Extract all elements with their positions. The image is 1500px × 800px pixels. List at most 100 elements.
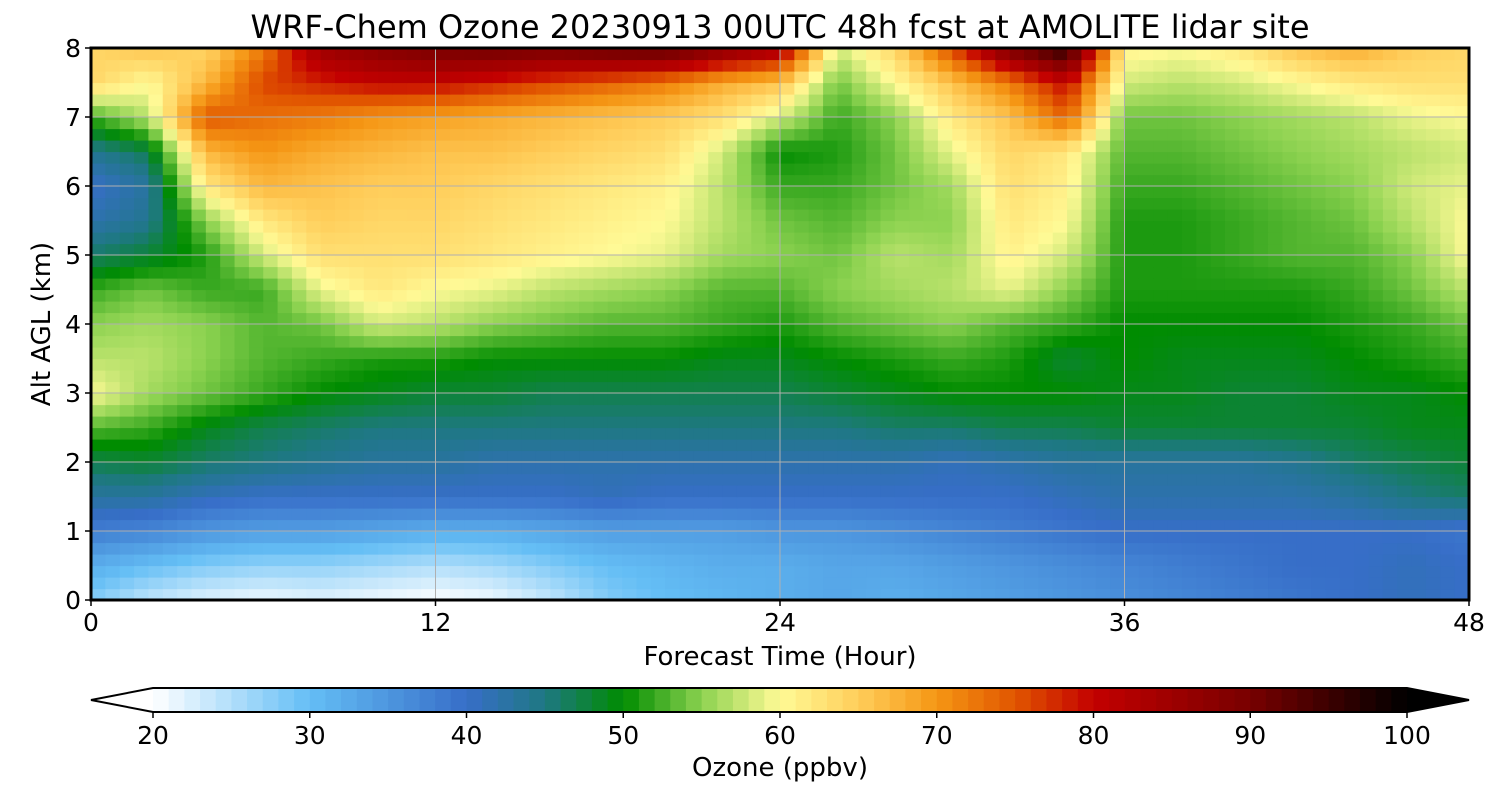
heatmap-cell <box>837 393 853 406</box>
heatmap-cell <box>464 485 480 498</box>
heatmap-cell <box>1354 48 1370 61</box>
colorbar-segment <box>560 688 577 712</box>
heatmap-cell <box>1296 209 1312 222</box>
heatmap-cell <box>866 266 882 279</box>
heatmap-cell <box>320 462 336 475</box>
heatmap-cell <box>708 266 724 279</box>
heatmap-cell <box>406 186 422 199</box>
heatmap-cell <box>335 174 350 187</box>
heatmap-cell <box>1282 59 1298 72</box>
heatmap-cell <box>636 565 652 578</box>
heatmap-cell <box>134 312 150 325</box>
heatmap-cell <box>177 381 193 394</box>
heatmap-cell <box>1024 324 1039 337</box>
heatmap-cell <box>1024 94 1039 107</box>
heatmap-cell <box>894 381 910 394</box>
heatmap-cell <box>665 301 681 314</box>
heatmap-cell <box>665 197 681 210</box>
heatmap-cell <box>263 577 279 590</box>
heatmap-cell <box>291 197 307 210</box>
heatmap-cell <box>1296 186 1312 199</box>
heatmap-cell <box>693 427 709 440</box>
heatmap-cell <box>980 243 996 256</box>
heatmap-cell <box>780 71 795 84</box>
heatmap-cell <box>909 335 925 348</box>
heatmap-cell <box>306 439 322 452</box>
heatmap-cell <box>894 186 910 199</box>
heatmap-cell <box>1038 71 1054 84</box>
heatmap-cell <box>1425 197 1441 210</box>
heatmap-cell <box>535 197 551 210</box>
heatmap-cell <box>823 335 839 348</box>
colorbar-segment <box>435 688 452 712</box>
heatmap-cell <box>794 48 810 61</box>
heatmap-cell <box>622 243 638 256</box>
heatmap-cell <box>1296 473 1312 486</box>
heatmap-cell <box>866 531 882 544</box>
heatmap-cell <box>851 209 867 222</box>
heatmap-cell <box>736 519 752 532</box>
heatmap-cell <box>564 542 580 555</box>
heatmap-cell <box>1311 347 1327 360</box>
heatmap-cell <box>679 186 695 199</box>
heatmap-cell <box>263 197 279 210</box>
heatmap-cell <box>1067 496 1083 509</box>
heatmap-cell <box>263 324 279 337</box>
heatmap-cell <box>119 163 135 176</box>
heatmap-cell <box>1339 71 1355 84</box>
heatmap-cell <box>392 266 408 279</box>
heatmap-cell <box>708 151 724 164</box>
colorbar-segment <box>1124 688 1142 712</box>
heatmap-cell <box>708 462 724 475</box>
heatmap-cell <box>579 335 594 348</box>
heatmap-cell <box>607 163 623 176</box>
heatmap-cell <box>1224 117 1240 130</box>
heatmap-cell <box>1397 59 1413 72</box>
heatmap-cell <box>550 577 566 590</box>
heatmap-cell <box>277 163 293 176</box>
heatmap-cell <box>91 105 106 118</box>
heatmap-cell <box>306 554 322 567</box>
heatmap-cell <box>234 439 250 452</box>
heatmap-cell <box>966 186 982 199</box>
heatmap-cell <box>751 427 767 440</box>
heatmap-cell <box>1153 255 1169 268</box>
heatmap-cell <box>1253 140 1269 153</box>
heatmap-cell <box>1081 48 1097 61</box>
heatmap-cell <box>679 232 695 245</box>
heatmap-cell <box>708 554 724 567</box>
heatmap-cell <box>464 439 480 452</box>
heatmap-cell <box>1138 186 1154 199</box>
heatmap-cell <box>622 508 638 521</box>
heatmap-cell <box>1440 531 1456 544</box>
heatmap-cell <box>291 278 307 291</box>
heatmap-cell <box>507 565 523 578</box>
heatmap-cell <box>421 128 437 141</box>
heatmap-cell <box>91 358 106 371</box>
heatmap-cell <box>248 71 264 84</box>
heatmap-cell <box>1239 128 1255 141</box>
heatmap-cell <box>306 588 322 600</box>
heatmap-cell <box>1368 358 1384 371</box>
heatmap-cell <box>693 462 709 475</box>
heatmap-cell <box>995 554 1011 567</box>
heatmap-cell <box>693 94 709 107</box>
heatmap-cell <box>1325 140 1341 153</box>
heatmap-cell <box>808 473 824 486</box>
heatmap-cell <box>306 370 322 383</box>
heatmap-cell <box>363 220 379 233</box>
heatmap-cell <box>291 266 307 279</box>
heatmap-cell <box>1052 473 1068 486</box>
heatmap-cell <box>550 473 566 486</box>
heatmap-cell <box>780 496 795 509</box>
heatmap-cell <box>148 174 164 187</box>
heatmap-cell <box>866 174 882 187</box>
heatmap-cell <box>263 71 279 84</box>
colorbar-segment <box>638 688 656 712</box>
heatmap-cell <box>535 174 551 187</box>
heatmap-cell <box>1397 243 1413 256</box>
heatmap-cell <box>665 416 681 429</box>
heatmap-cell <box>1339 243 1355 256</box>
heatmap-cell <box>521 496 537 509</box>
heatmap-cell <box>105 370 121 383</box>
